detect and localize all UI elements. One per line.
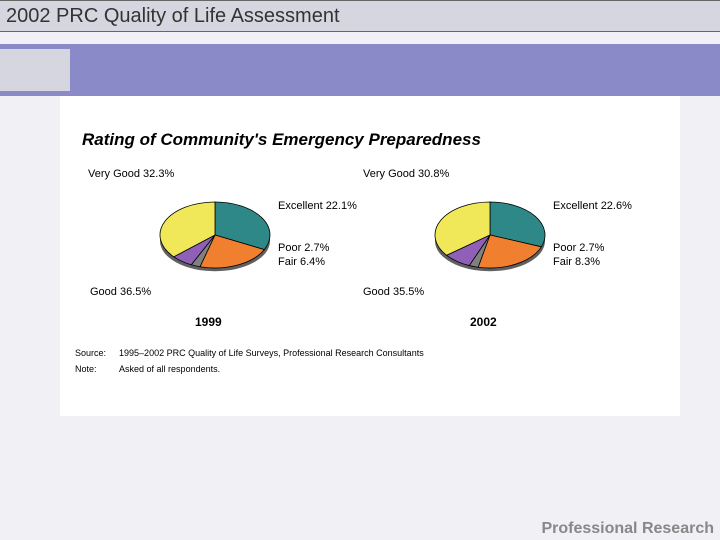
pie-label: Very Good 30.8% (363, 168, 449, 180)
pie-label: Very Good 32.3% (88, 168, 174, 180)
header-bar: 2002 PRC Quality of Life Assessment (0, 0, 720, 32)
page-title: 2002 PRC Quality of Life Assessment (0, 5, 340, 27)
footnote-cell: Source: (74, 347, 116, 361)
pie-label: Poor 2.7% (553, 242, 604, 254)
footer-text: Professional Research (541, 520, 714, 538)
accent-band (0, 44, 720, 96)
pie-label: Poor 2.7% (278, 242, 329, 254)
pie-label: Good 36.5% (90, 286, 151, 298)
footnote-cell: 1995–2002 PRC Quality of Life Surveys, P… (118, 347, 434, 361)
pie-label: Good 35.5% (363, 286, 424, 298)
footnote-cell: Asked of all respondents. (118, 363, 434, 377)
chart-title: Rating of Community's Emergency Prepared… (82, 130, 481, 150)
pie-label: Fair 8.3% (553, 256, 600, 268)
footnote-cell: Note: (74, 363, 116, 377)
pie-label: Excellent 22.6% (553, 200, 632, 212)
pie-label: Excellent 22.1% (278, 200, 357, 212)
accent-inset (0, 49, 70, 91)
pie-caption: 2002 (470, 315, 497, 329)
pie-caption: 1999 (195, 315, 222, 329)
footnote-table: Source:1995–2002 PRC Quality of Life Sur… (72, 345, 436, 378)
footnote-block: Source:1995–2002 PRC Quality of Life Sur… (72, 345, 436, 378)
pie-label: Fair 6.4% (278, 256, 325, 268)
